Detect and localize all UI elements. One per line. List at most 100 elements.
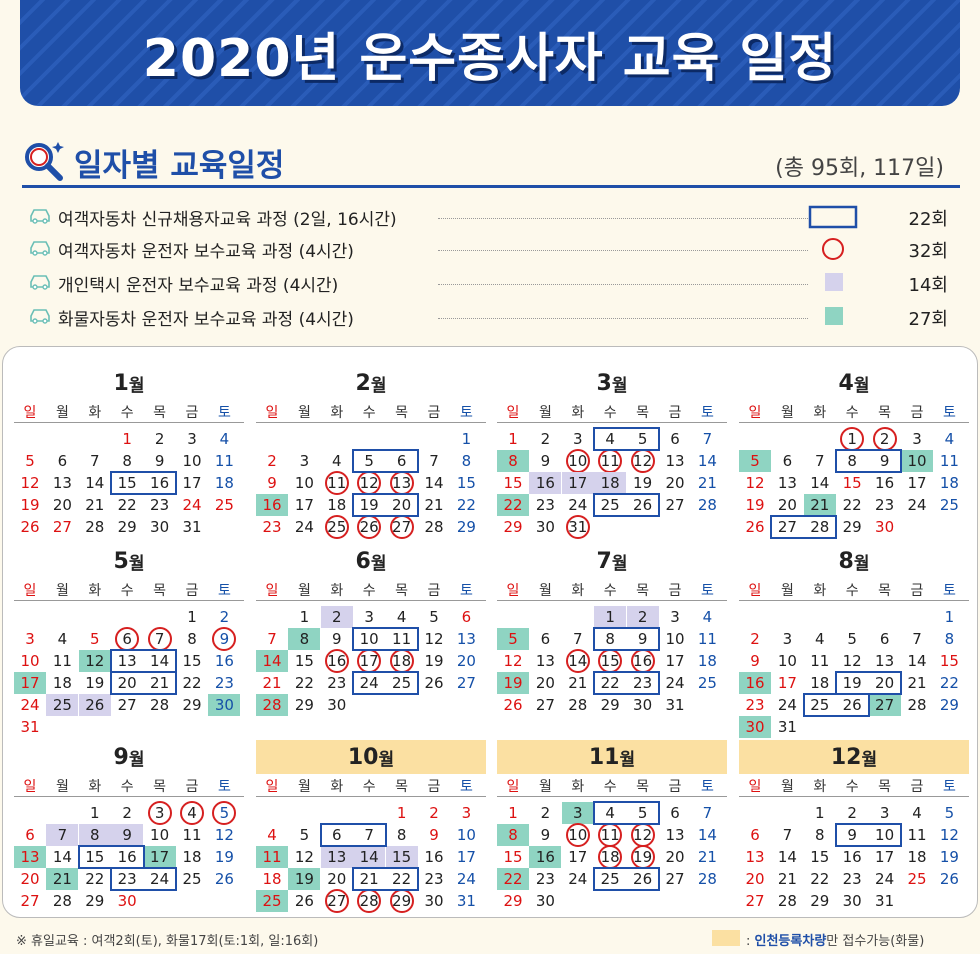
day-cell: 14	[424, 474, 444, 492]
day-cell: 22	[939, 674, 959, 692]
day-cell: 23	[535, 870, 555, 888]
day-cell: 24	[875, 870, 895, 888]
day-cell: 18	[907, 848, 927, 866]
day-cell: 27	[868, 694, 901, 716]
day-cell: 5	[364, 452, 374, 470]
weekday-label: 수	[603, 779, 617, 795]
day-cell: 23	[875, 496, 895, 514]
day-cell: 23	[214, 674, 234, 692]
legend-row: 여객자동차 신규채용자교육 과정 (2일, 16시간) 22회	[28, 202, 958, 232]
day-cell: 6	[461, 608, 472, 626]
day-cell: 30	[633, 696, 653, 714]
day-cell: 31	[456, 892, 476, 910]
day-cell: 19	[85, 674, 105, 692]
day-cell: 11	[594, 449, 626, 473]
day-cell: 17	[777, 674, 797, 692]
day-cell: 19	[359, 496, 379, 514]
day-cell: 18	[327, 496, 347, 514]
weekday-label: 월	[55, 583, 69, 599]
day-cell: 21	[907, 674, 927, 692]
day-cell: 11	[214, 452, 234, 470]
new-hire-course-box	[835, 823, 902, 847]
day-cell: 10	[777, 652, 797, 670]
day-cell: 3	[561, 802, 594, 824]
weekday-label: 화	[813, 405, 827, 421]
day-cell: 13	[456, 630, 476, 648]
day-cell: 8	[944, 630, 955, 648]
day-cell: 7	[702, 804, 713, 822]
day-cell: 26	[214, 870, 234, 888]
weekday-label: 목	[636, 779, 650, 795]
day-cell: 25	[697, 674, 717, 692]
weekday-divider	[14, 600, 244, 601]
new-hire-course-box	[593, 493, 660, 517]
legend-row: 여객자동차 운전자 보수교육 과정 (4시간) 32회	[28, 234, 958, 264]
day-cell: 15	[810, 848, 830, 866]
weekday-label: 일	[265, 779, 279, 795]
day-cell: 20	[875, 674, 895, 692]
day-cell: 5	[208, 801, 240, 825]
day-cell: 27	[745, 892, 765, 910]
day-cell: 18	[939, 474, 959, 492]
weekday-label: 일	[748, 779, 762, 795]
day-cell: 4	[332, 452, 342, 470]
day-cell: 17	[456, 848, 476, 866]
day-cell: 29	[182, 696, 202, 714]
month-calendar: 4 월 일 월 화 수 목 금 토 1 2 3 4 5 6 7 8 9 10 11 12 13 14 15 16 17 18 19 20…	[739, 366, 969, 546]
new-hire-course-box	[352, 867, 419, 891]
weekday-label: 월	[538, 779, 552, 795]
day-cell: 9	[267, 474, 277, 492]
day-cell: 6	[670, 430, 680, 448]
weekday-label: 일	[748, 583, 762, 599]
day-cell: 7	[46, 824, 79, 846]
day-cell: 21	[262, 674, 282, 692]
weekday-label: 일	[506, 405, 520, 421]
day-cell: 4	[396, 608, 407, 626]
weekday-label: 목	[878, 583, 892, 599]
month-title: 11 월	[497, 740, 727, 774]
day-cell: 8	[78, 824, 111, 846]
day-cell: 6	[332, 826, 342, 844]
weekday-label: 수	[120, 405, 134, 421]
day-cell: 20	[777, 496, 797, 514]
day-cell: 19	[288, 868, 321, 890]
weekday-divider	[256, 422, 486, 423]
day-cell: 3	[187, 430, 197, 448]
day-cell: 15	[939, 652, 959, 670]
day-cell: 4	[605, 804, 615, 822]
weekday-label: 일	[748, 405, 762, 421]
day-cell: 1	[836, 427, 868, 451]
weekday-label: 화	[88, 583, 102, 599]
day-cell: 6	[25, 826, 35, 844]
day-cell: 14	[256, 650, 288, 672]
weekday-label: 토	[459, 583, 473, 599]
day-cell: 9	[847, 826, 857, 844]
day-cell: 1	[90, 804, 100, 822]
day-cell: 2	[154, 430, 165, 448]
day-cell: 23	[327, 674, 347, 692]
day-cell: 22	[810, 870, 830, 888]
day-cell: 17	[875, 848, 895, 866]
day-cell: 1	[508, 430, 518, 448]
day-cell: 26	[633, 496, 653, 514]
day-cell: 9	[208, 627, 240, 651]
month-calendar: 6 월 일 월 화 수 목 금 토 1 2 3 4 5 6 7 8 9 10 11 12 13 14 15 16 17 18 19 20…	[256, 544, 486, 724]
weekday-divider	[739, 600, 969, 601]
day-cell: 18	[386, 649, 418, 673]
day-cell: 5	[739, 450, 771, 472]
day-cell: 29	[117, 518, 137, 536]
day-cell: 12	[78, 650, 111, 672]
day-cell: 20	[117, 674, 137, 692]
month-calendar: 7 월 일 월 화 수 목 금 토 1 2 3 4 5 6 7 8 9 10 11 12 13 14 15 16 17 18 19 20…	[497, 544, 727, 724]
car-icon	[30, 275, 50, 290]
day-cell: 12	[424, 630, 444, 648]
day-cell: 8	[847, 452, 857, 470]
day-cell: 30	[535, 892, 555, 910]
day-cell: 9	[540, 826, 551, 844]
day-cell: 25	[600, 496, 620, 514]
day-cell: 28	[85, 518, 105, 536]
